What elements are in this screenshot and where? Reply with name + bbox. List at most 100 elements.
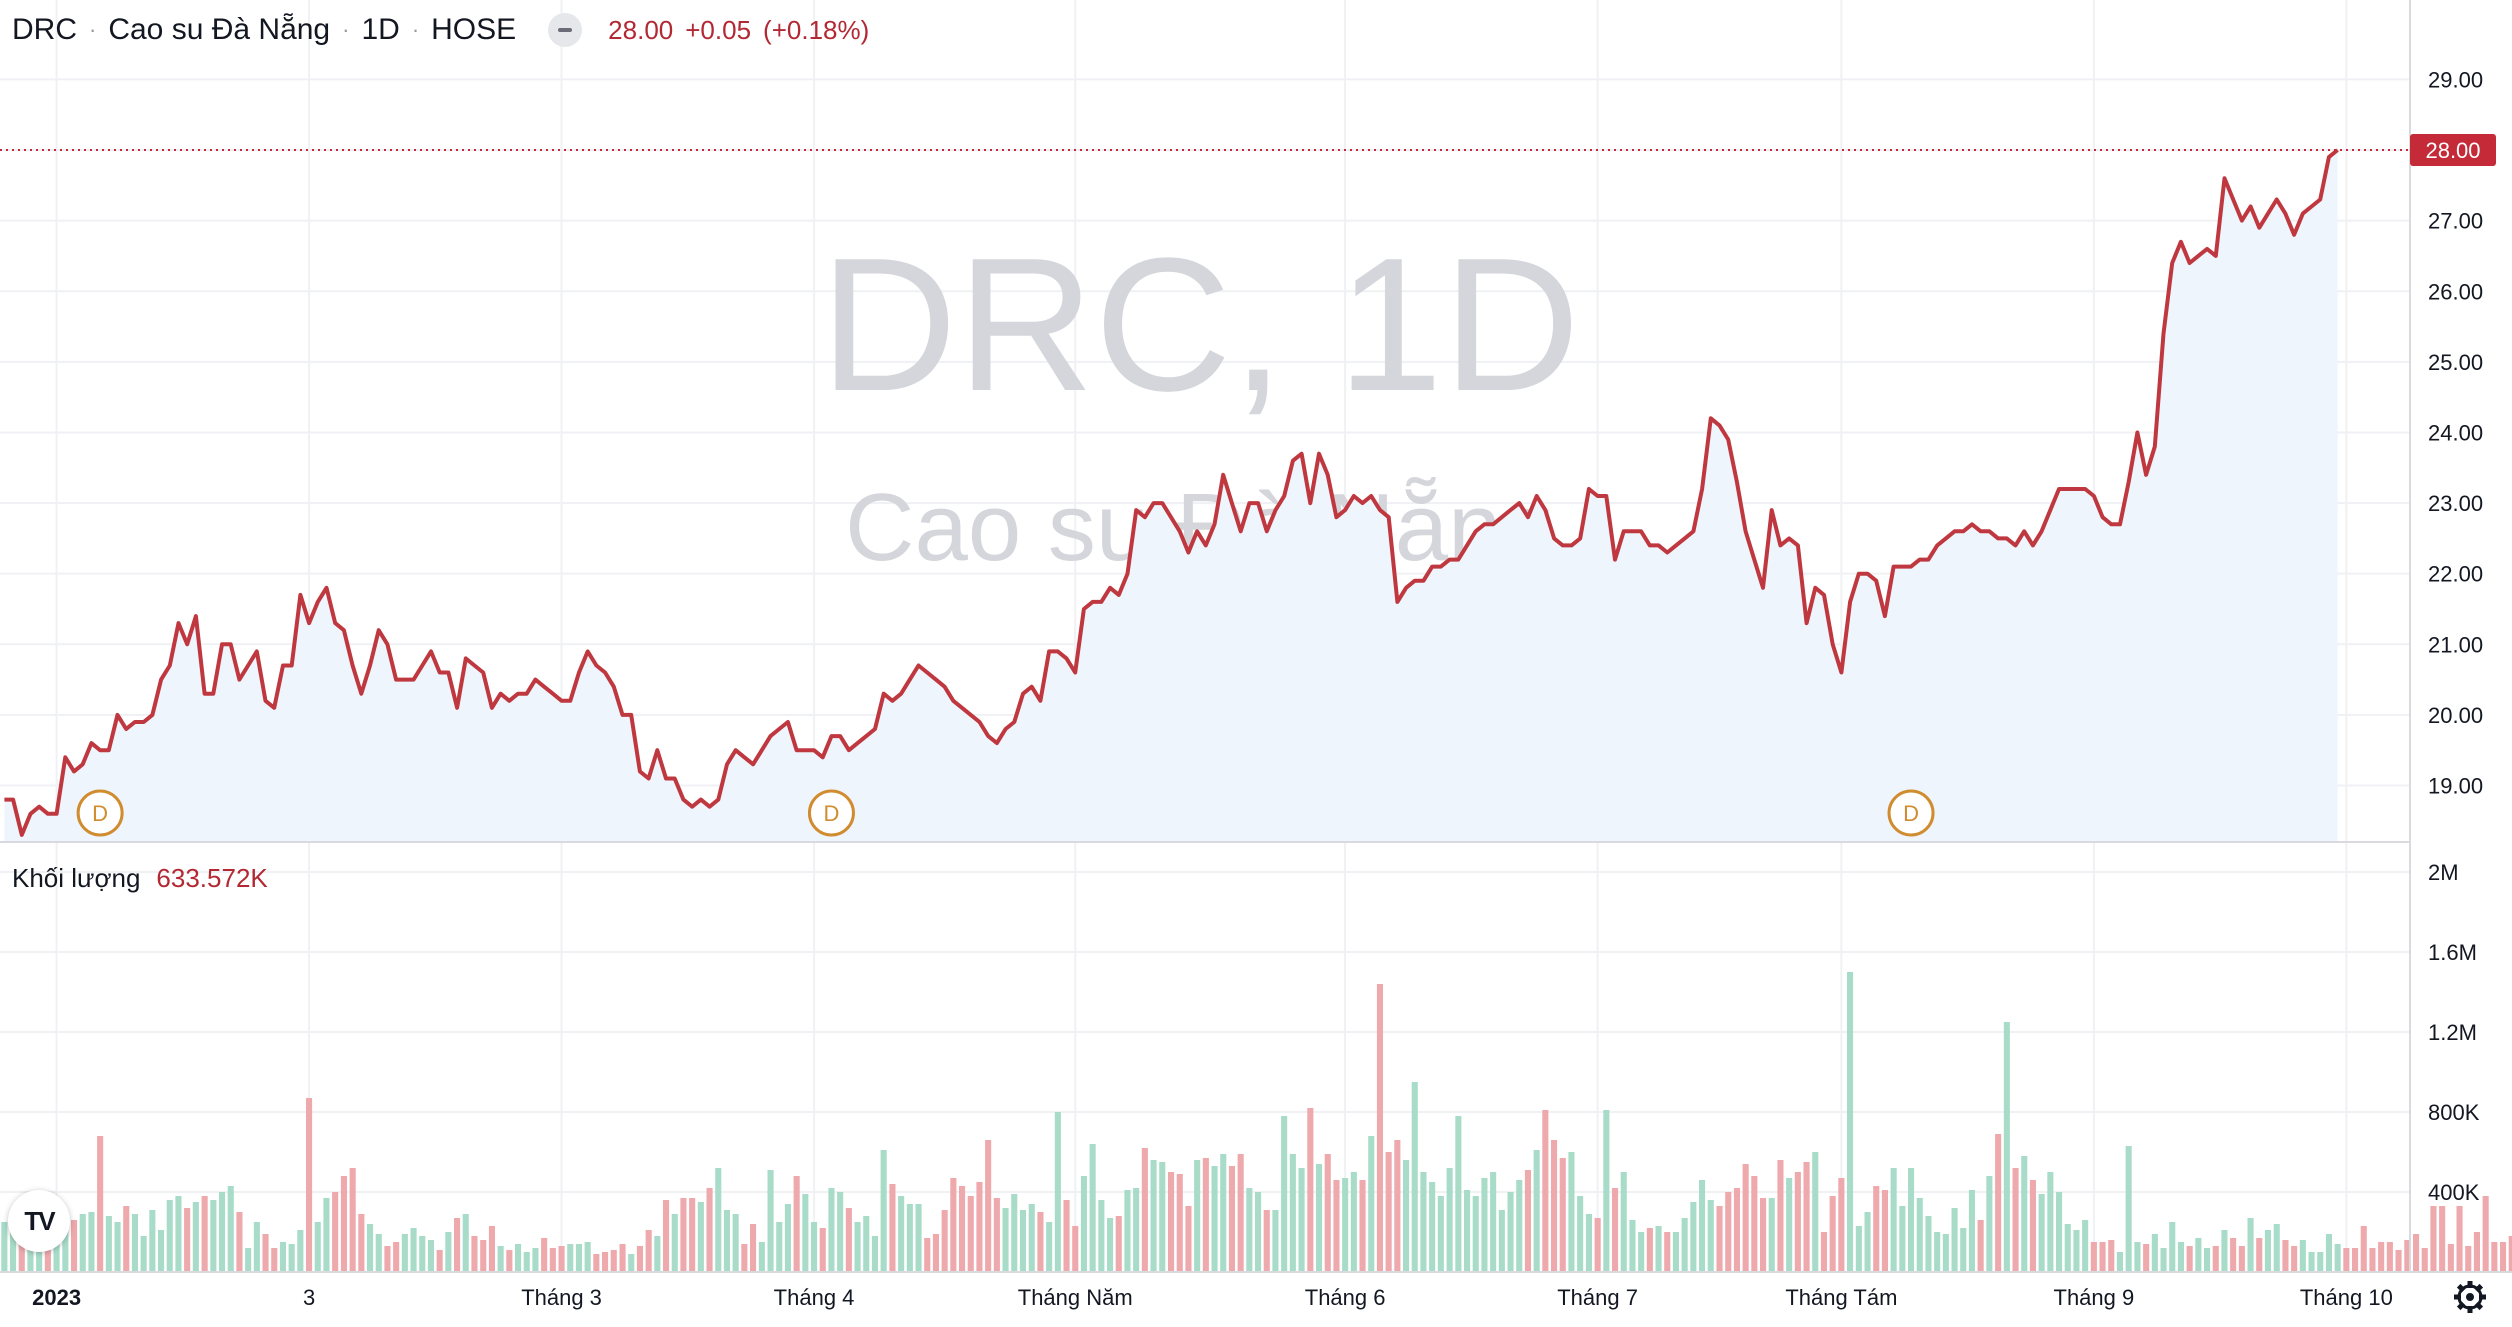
volume-bar xyxy=(480,1240,487,1272)
volume-bar xyxy=(784,1204,791,1272)
volume-bar xyxy=(2151,1234,2158,1272)
volume-bar xyxy=(1185,1206,1192,1272)
volume-bar xyxy=(1916,1198,1923,1272)
volume-bar xyxy=(2456,1206,2463,1272)
volume-axis-label: 1.6M xyxy=(2428,940,2477,965)
volume-bar xyxy=(1620,1172,1627,1272)
volume-bar xyxy=(2308,1252,2315,1272)
volume-bar xyxy=(1054,1112,1061,1272)
volume-bar xyxy=(1690,1202,1697,1272)
volume-bar xyxy=(436,1250,443,1272)
volume-bar xyxy=(1551,1140,1558,1272)
time-axis-label: Tháng 6 xyxy=(1305,1285,1386,1310)
volume-bar xyxy=(1968,1190,1975,1272)
volume-bar xyxy=(1464,1190,1471,1272)
volume-bar xyxy=(123,1206,130,1272)
volume-bar xyxy=(2256,1238,2263,1272)
volume-bar xyxy=(689,1198,696,1272)
volume-bar xyxy=(1098,1200,1105,1272)
volume-bar xyxy=(2465,1246,2472,1272)
volume-bar xyxy=(2378,1242,2385,1272)
volume-bar xyxy=(1585,1214,1592,1272)
volume-bar xyxy=(2439,1206,2446,1272)
separator-dot: · xyxy=(411,17,420,42)
volume-bar xyxy=(262,1234,269,1272)
volume-bar xyxy=(131,1214,138,1272)
volume-bar xyxy=(2073,1230,2080,1272)
gear-tooth xyxy=(2467,1306,2473,1313)
volume-bar xyxy=(645,1230,652,1272)
separator-dot: · xyxy=(89,17,97,42)
volume-bar xyxy=(1429,1182,1436,1272)
volume-bar xyxy=(1699,1180,1706,1272)
interval-label[interactable]: 1D xyxy=(361,13,400,46)
volume-legend[interactable]: Khối lượng 633.572K xyxy=(12,862,268,894)
volume-bar xyxy=(750,1224,757,1272)
volume-bar xyxy=(358,1214,365,1272)
volume-bar xyxy=(2090,1242,2097,1272)
volume-bar xyxy=(967,1196,974,1272)
tradingview-logo-icon[interactable]: TV xyxy=(8,1190,70,1252)
volume-bar xyxy=(410,1228,417,1272)
volume-bar xyxy=(628,1254,635,1272)
volume-bar xyxy=(950,1178,957,1272)
volume-bar xyxy=(1646,1228,1653,1272)
volume-bar xyxy=(349,1168,356,1272)
separator-dot: · xyxy=(342,17,350,42)
volume-bar xyxy=(1533,1150,1540,1272)
volume-bar xyxy=(445,1232,452,1272)
volume-bar xyxy=(1672,1232,1679,1272)
volume-bar xyxy=(1342,1178,1349,1272)
symbol-name: Cao su Đà Nẵng xyxy=(108,13,331,46)
dividend-marker-label: D xyxy=(824,801,840,826)
gear-tooth xyxy=(2467,1281,2473,1288)
volume-bar xyxy=(663,1200,670,1272)
symbol-ticker[interactable]: DRC xyxy=(12,13,77,46)
price-axis-label: 26.00 xyxy=(2428,279,2483,304)
price-change: +0.05 xyxy=(685,14,752,45)
volume-bar xyxy=(375,1234,382,1272)
volume-bar xyxy=(1864,1212,1871,1272)
volume-bar xyxy=(2169,1222,2176,1272)
volume-bar xyxy=(2282,1240,2289,1272)
volume-bar xyxy=(2221,1230,2228,1272)
gear-icon[interactable] xyxy=(2454,1281,2486,1313)
volume-bar xyxy=(1350,1172,1357,1272)
volume-bar xyxy=(2134,1242,2141,1272)
volume-bar xyxy=(219,1192,226,1272)
price-axis-label: 25.00 xyxy=(2428,350,2483,375)
volume-bar xyxy=(567,1244,574,1272)
volume-bar xyxy=(2404,1240,2411,1272)
volume-bar xyxy=(2273,1224,2280,1272)
volume-bar xyxy=(1707,1200,1714,1272)
volume-bar xyxy=(602,1252,609,1272)
volume-bar xyxy=(1194,1160,1201,1272)
volume-bar xyxy=(1498,1210,1505,1272)
volume-bar xyxy=(819,1228,826,1272)
volume-bar xyxy=(18,1236,25,1272)
volume-bar xyxy=(1237,1154,1244,1272)
time-axis-label: 3 xyxy=(303,1285,315,1310)
collapse-legend-icon[interactable] xyxy=(548,13,583,47)
volume-bar xyxy=(1820,1232,1827,1272)
volume-bar xyxy=(419,1236,426,1272)
volume-bar xyxy=(227,1186,234,1272)
volume-bar xyxy=(1751,1176,1758,1272)
volume-bar xyxy=(2195,1238,2202,1272)
volume-bar xyxy=(2386,1242,2393,1272)
gear-tooth xyxy=(2479,1294,2486,1300)
exchange-label: HOSE xyxy=(431,13,517,46)
volume-bar xyxy=(2108,1240,2115,1272)
volume-bar xyxy=(636,1246,643,1272)
volume-axis-label: 400K xyxy=(2428,1180,2480,1205)
volume-bar xyxy=(1176,1174,1183,1272)
symbol-legend[interactable]: DRC · Cao su Đà Nẵng · 1D · HOSE 28.00 +… xyxy=(12,10,869,50)
volume-bar xyxy=(175,1196,182,1272)
volume-bar xyxy=(2230,1238,2237,1272)
volume-bar xyxy=(985,1140,992,1272)
time-axis-label: Tháng 4 xyxy=(774,1285,855,1310)
volume-bar xyxy=(889,1184,896,1272)
